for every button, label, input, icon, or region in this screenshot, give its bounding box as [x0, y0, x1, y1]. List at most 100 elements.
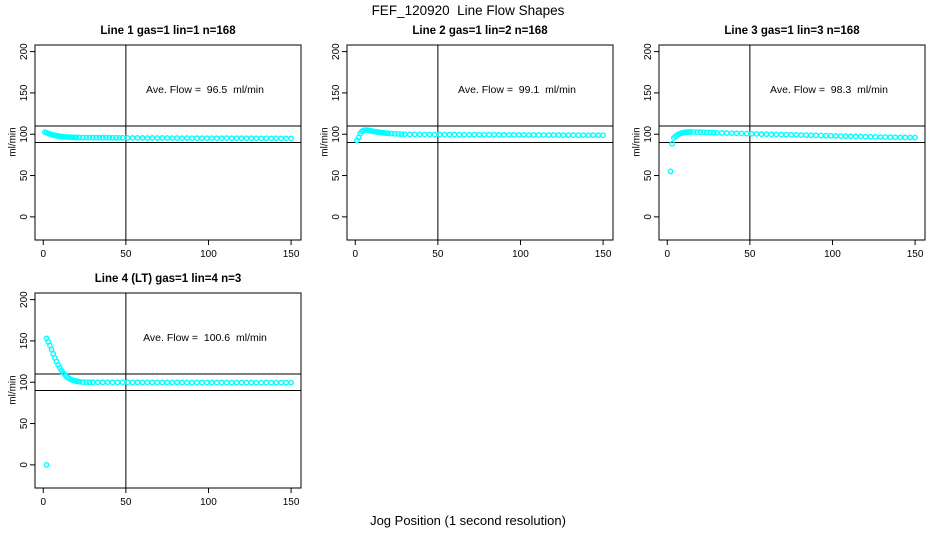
data-point [506, 131, 512, 138]
data-point [535, 132, 542, 138]
data-point [510, 131, 517, 138]
y-tick-label: 50 [19, 418, 30, 430]
data-point [763, 131, 770, 138]
x-tick-label: 0 [352, 249, 358, 260]
data-point [778, 131, 785, 138]
x-tick-label: 50 [120, 497, 132, 508]
data-point [184, 135, 190, 141]
data-point [728, 130, 735, 137]
data-point [99, 134, 106, 141]
data-point [129, 379, 136, 386]
data-point [451, 131, 458, 138]
data-point [788, 131, 795, 138]
data-point [288, 379, 294, 386]
data-point [273, 135, 280, 142]
data-point [773, 131, 780, 138]
x-tick-label: 0 [664, 249, 670, 260]
data-point [669, 140, 676, 147]
data-point [119, 134, 126, 141]
data-point [179, 379, 185, 386]
data-point [203, 379, 210, 386]
data-point [398, 131, 405, 138]
figure-title: FEF_120920 Line Flow Shapes [371, 3, 565, 18]
plot-box [658, 44, 926, 241]
data-point [184, 379, 190, 386]
plot-area: 0 50 100 150 0 50 100 150 200 [19, 43, 302, 260]
data-point [867, 133, 874, 140]
data-point [233, 379, 240, 386]
data-point [83, 379, 90, 386]
data-point [169, 135, 176, 142]
data-point [278, 135, 285, 142]
ave-flow-annotation: Ave. Flow = 99.1 ml/min [458, 84, 576, 96]
data-point [694, 129, 700, 135]
data-point [491, 131, 497, 138]
x-tick-label: 100 [200, 249, 217, 260]
data-point [80, 134, 86, 141]
y-tick-label: 200 [19, 43, 30, 60]
y-tick-label: 0 [643, 214, 654, 220]
data-point [803, 132, 809, 139]
y-tick-label: 50 [19, 170, 30, 182]
data-point [808, 132, 814, 139]
data-point [388, 130, 395, 137]
data-point [43, 461, 50, 468]
y-tick-label: 200 [643, 43, 654, 60]
data-point [189, 379, 195, 386]
data-point [877, 134, 884, 140]
data-point [139, 379, 146, 386]
data-point [426, 131, 433, 138]
data-point [590, 132, 597, 139]
data-point [540, 132, 547, 138]
data-point [753, 131, 760, 137]
data-point [550, 132, 557, 138]
x-tick-label: 100 [824, 249, 841, 260]
data-point [109, 379, 116, 386]
data-point [273, 379, 280, 386]
data-point [872, 133, 879, 140]
panel-line-4: Line 4 (LT) gas=1 lin=4 n=3 ml/min Ave. … [0, 248, 312, 513]
data-point [154, 379, 161, 386]
data-point [96, 134, 103, 141]
data-point [144, 135, 151, 141]
data-point [83, 134, 90, 141]
data-point [667, 168, 674, 175]
data-point [218, 135, 225, 142]
data-point [575, 132, 582, 139]
data-point [520, 131, 527, 138]
data-point [253, 135, 260, 142]
data-point [263, 135, 270, 142]
data-point [233, 135, 240, 142]
panel-title: Line 1 gas=1 lin=1 n=168 [100, 25, 236, 37]
x-tick-label: 150 [283, 249, 300, 260]
data-point [887, 134, 894, 141]
data-point [555, 132, 562, 138]
data-point [114, 379, 121, 386]
data-point [124, 134, 131, 141]
data-point [892, 134, 899, 141]
panel-title: Line 4 (LT) gas=1 lin=4 n=3 [94, 273, 242, 285]
data-point [822, 132, 829, 139]
data-point [89, 379, 96, 386]
data-point [687, 129, 694, 135]
data-point [832, 132, 839, 139]
plot-box [34, 292, 302, 489]
data-point [263, 379, 270, 386]
y-tick-label: 100 [19, 373, 30, 390]
x-tick-label: 0 [40, 249, 46, 260]
data-point [837, 133, 844, 139]
data-point [198, 379, 205, 386]
y-tick-label: 100 [19, 125, 30, 142]
data-point [116, 134, 123, 141]
data-point [827, 132, 834, 139]
y-tick-label: 150 [19, 332, 30, 349]
data-point [907, 134, 914, 141]
data-point [436, 131, 443, 138]
data-point [80, 379, 86, 385]
x-tick-label: 100 [512, 249, 529, 260]
ave-flow-annotation: Ave. Flow = 98.3 ml/min [770, 84, 888, 96]
data-point [466, 131, 473, 138]
y-tick-label: 0 [19, 214, 30, 220]
data-point [198, 135, 205, 142]
x-tick-label: 150 [907, 249, 924, 260]
